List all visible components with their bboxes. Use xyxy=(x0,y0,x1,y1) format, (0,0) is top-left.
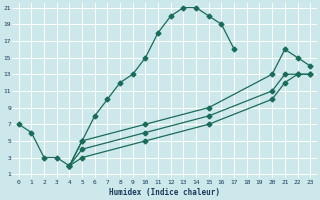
X-axis label: Humidex (Indice chaleur): Humidex (Indice chaleur) xyxy=(109,188,220,197)
